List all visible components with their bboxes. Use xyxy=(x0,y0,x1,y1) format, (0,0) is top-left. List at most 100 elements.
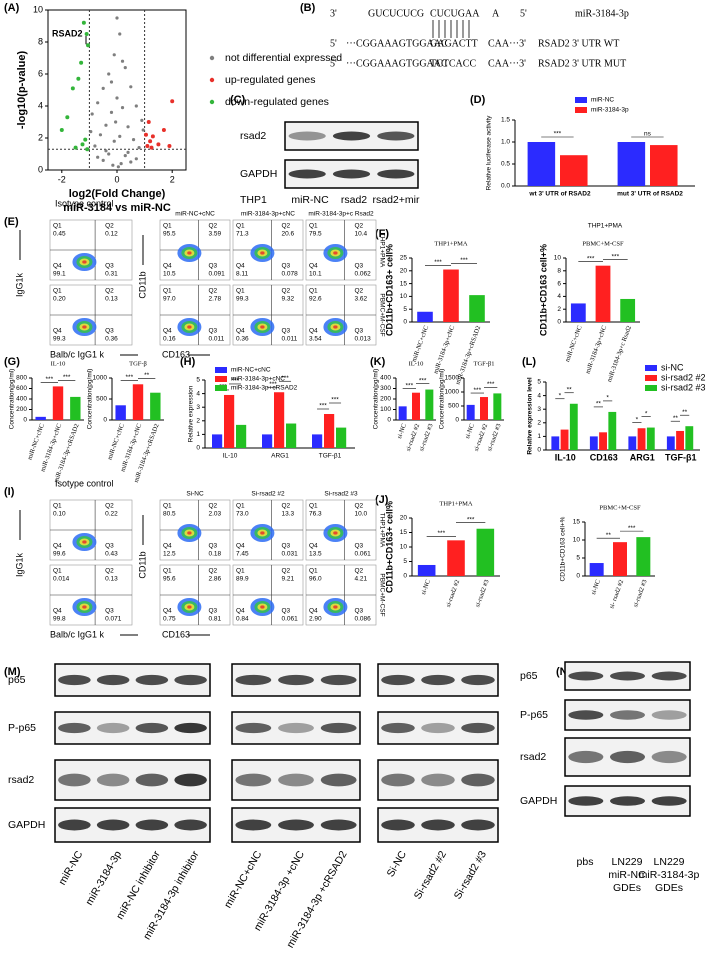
label: GAGACTT xyxy=(430,38,478,49)
x-tick-label: si-NC xyxy=(464,423,476,440)
label: 15 xyxy=(400,529,408,536)
bar xyxy=(312,434,323,448)
label: Q4 xyxy=(236,328,245,335)
label: 10 xyxy=(573,537,581,544)
blot-band xyxy=(610,671,645,681)
label: miR-NC+cNC xyxy=(231,367,271,374)
point xyxy=(134,157,138,161)
point xyxy=(115,16,119,20)
label: Q2 xyxy=(282,568,291,575)
blot-band xyxy=(320,674,357,686)
blot-band xyxy=(174,722,207,734)
label: (H) xyxy=(180,356,196,368)
blot-band xyxy=(135,819,169,831)
legend-swatch xyxy=(645,375,657,381)
label: *** xyxy=(406,382,414,389)
label: miR-3184-3p xyxy=(639,869,700,881)
label: Q1 xyxy=(236,223,245,230)
label: Balb/c IgG1 k xyxy=(50,349,105,359)
label: THP1 xyxy=(240,194,267,206)
label: CD163 xyxy=(590,452,618,462)
label: GAPDH xyxy=(240,168,277,180)
label: 0.013 xyxy=(355,336,372,343)
y-axis-label: Concentration(pg/ml) xyxy=(373,369,380,430)
label: Q3 xyxy=(282,263,291,270)
label: 1.0 xyxy=(501,139,510,146)
label: 4 xyxy=(537,392,541,399)
label: 2.86 xyxy=(209,576,222,583)
label: 5 xyxy=(196,377,200,384)
label: GDEs xyxy=(655,882,683,894)
bar xyxy=(676,430,684,450)
point xyxy=(89,130,93,134)
label: log2(Fold Change) xyxy=(69,188,166,200)
label: RSAD2 3' UTR WT xyxy=(538,38,619,49)
axis-label: CD11b xyxy=(137,551,147,578)
label: 0.014 xyxy=(53,576,70,583)
point xyxy=(107,72,111,76)
bar xyxy=(417,311,433,322)
cell-cloud xyxy=(82,260,87,264)
point xyxy=(104,149,108,153)
label: (M) xyxy=(4,666,21,678)
point xyxy=(129,160,133,164)
label: Isotype control xyxy=(55,198,114,208)
label: TCTCACC xyxy=(430,58,476,69)
label: 0.13 xyxy=(105,296,118,303)
blot-band xyxy=(174,674,207,686)
label: 0 xyxy=(403,573,407,580)
label: 0.22 xyxy=(105,511,118,518)
point xyxy=(141,128,145,132)
label: 10.0 xyxy=(355,511,368,518)
label: CD163 xyxy=(162,349,190,359)
blot-band xyxy=(610,710,645,720)
label: 10 xyxy=(400,544,408,551)
bar xyxy=(617,142,646,186)
label: Q4 xyxy=(163,543,172,550)
blot-band xyxy=(461,674,495,686)
label: Q4 xyxy=(309,608,318,615)
label: 5' xyxy=(520,8,527,19)
label: 99.3 xyxy=(53,336,66,343)
label: 1 xyxy=(196,431,200,438)
label: 2 xyxy=(557,306,561,313)
label: CAA···3' xyxy=(488,38,526,49)
bar xyxy=(236,424,247,448)
point xyxy=(120,106,125,110)
bar xyxy=(52,386,64,420)
label: (G) xyxy=(4,356,20,368)
label: 89.9 xyxy=(236,576,249,583)
row-label: PBMC+M-CSF xyxy=(378,573,385,616)
label: ns xyxy=(644,131,652,138)
label: * xyxy=(636,416,639,423)
bar xyxy=(480,397,488,420)
label: Q3 xyxy=(209,328,218,335)
point xyxy=(118,32,122,36)
label: rsad2+mir xyxy=(373,194,420,206)
label: Q1 xyxy=(53,223,62,230)
y-axis-label: Relative expression xyxy=(188,385,195,442)
label: 1000 xyxy=(445,389,460,396)
label: Q2 xyxy=(105,568,114,575)
label: 0.0 xyxy=(501,183,510,190)
label: 800 xyxy=(16,375,27,382)
blot-band xyxy=(58,674,91,686)
label: Q4 xyxy=(53,263,62,270)
label: 20 xyxy=(400,515,408,522)
blot-band xyxy=(421,722,455,734)
label: Q4 xyxy=(163,328,172,335)
bar xyxy=(685,426,694,450)
label: 99.8 xyxy=(53,616,66,623)
legend-swatch xyxy=(209,55,215,61)
label: 0.84 xyxy=(236,616,249,623)
point xyxy=(123,154,127,158)
label: 80.5 xyxy=(163,511,176,518)
legend-swatch xyxy=(215,367,227,373)
label: (L) xyxy=(522,356,536,368)
point xyxy=(109,110,114,114)
label: Q4 xyxy=(309,263,318,270)
legend-swatch xyxy=(209,77,215,83)
label: 79.5 xyxy=(309,231,322,238)
label: 5 xyxy=(403,558,407,565)
label: ** xyxy=(606,532,612,539)
